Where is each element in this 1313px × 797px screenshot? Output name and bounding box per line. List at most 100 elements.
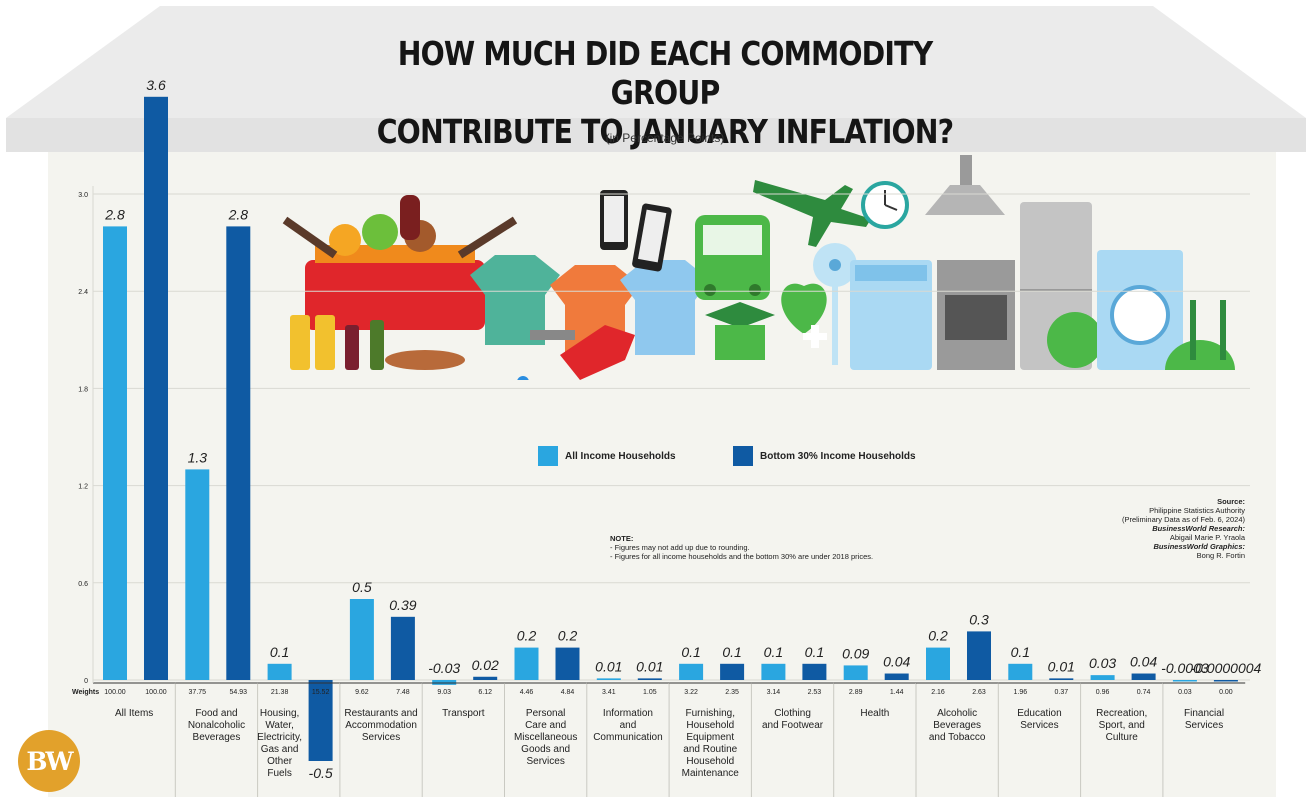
category-label: Care and — [525, 720, 566, 731]
weight-label-bottom: 1.44 — [890, 689, 904, 696]
value-label-bottom: 0.1 — [805, 644, 824, 660]
phone-icon — [600, 190, 672, 272]
stove-icon — [937, 260, 1015, 370]
bar-all — [349, 599, 374, 680]
category-label: Communication — [593, 732, 662, 743]
category-label: Household — [686, 756, 734, 767]
y-tick-label: 3.0 — [78, 192, 88, 199]
note-heading: NOTE: — [610, 534, 634, 543]
weight-label-bottom: 0.37 — [1054, 689, 1068, 696]
weight-label-all: 100.00 — [104, 689, 126, 696]
graduation-icon — [705, 302, 775, 360]
value-label-all: 0.1 — [681, 644, 700, 660]
y-tick-label: 0.6 — [78, 581, 88, 588]
roof-eave — [6, 118, 1306, 152]
bar-bottom — [390, 616, 415, 680]
legend-label-all: All Income Households — [565, 450, 676, 462]
chart-title: HOW MUCH DID EACH COMMODITY GROUP CONTRI… — [351, 34, 979, 151]
value-label-all: 0.1 — [764, 644, 783, 660]
weight-label-bottom: 4.84 — [561, 689, 575, 696]
weight-label-bottom: 100.00 — [145, 689, 167, 696]
category-label: Education — [1017, 708, 1061, 719]
category-label: Other — [267, 756, 293, 767]
weight-label-bottom: 15.52 — [312, 689, 330, 696]
category-label: Household — [686, 720, 734, 731]
graphics-heading: BusinessWorld Graphics: — [1153, 542, 1245, 551]
value-label-bottom: 0.3 — [969, 611, 989, 627]
bar-all — [1008, 663, 1033, 680]
category-label: Gas and — [261, 744, 299, 755]
weight-label-all: 2.16 — [931, 689, 945, 696]
category-label: and — [620, 720, 637, 731]
category-label: Services — [526, 756, 564, 767]
weight-label-bottom: 6.12 — [478, 689, 492, 696]
category-label: Furnishing, — [686, 708, 735, 719]
category-label: All Items — [115, 708, 153, 719]
legend-label-bottom: Bottom 30% Income Households — [760, 450, 916, 462]
range-hood-icon — [925, 155, 1005, 215]
value-label-all: 0.03 — [1089, 655, 1116, 671]
bar-bottom — [226, 226, 251, 680]
legend-swatch-bottom — [733, 446, 753, 466]
clothing-icon — [470, 255, 710, 360]
category-label: Housing, — [260, 708, 299, 719]
category-label: Information — [603, 708, 653, 719]
globe-icon — [1047, 312, 1103, 368]
category-label: Sport, and — [1099, 720, 1145, 731]
value-label-all: 0.2 — [517, 628, 537, 644]
category-label: Electricity, — [257, 732, 302, 743]
note-block: NOTE: - Figures may not add up due to ro… — [610, 534, 930, 561]
value-label-all: 0.2 — [928, 628, 948, 644]
legend-swatch-all — [538, 446, 558, 466]
title-line-2: CONTRIBUTE TO JANUARY INFLATION? — [376, 112, 954, 151]
category-label: Personal — [526, 708, 565, 719]
bar-bottom — [1049, 678, 1074, 680]
bar-bottom — [637, 678, 662, 680]
legend-bottom: Bottom 30% Income Households — [733, 446, 916, 466]
weight-label-all: 3.22 — [684, 689, 698, 696]
category-label: Transport — [442, 708, 485, 719]
fan-icon — [813, 243, 857, 365]
bar-all — [843, 665, 868, 680]
category-label: Maintenance — [682, 768, 740, 779]
bar-bottom — [967, 631, 991, 680]
value-label-all: 0.09 — [842, 645, 869, 661]
weight-label-bottom: 2.63 — [972, 689, 986, 696]
health-heart-icon — [781, 283, 827, 348]
bar-bottom — [1213, 680, 1238, 682]
value-label-bottom: 0.01 — [1048, 658, 1075, 674]
bar-all — [103, 226, 127, 680]
category-label: Services — [1020, 720, 1058, 731]
category-label: and Tobacco — [929, 732, 986, 743]
value-label-bottom: 0.01 — [636, 658, 663, 674]
house-roof — [6, 6, 1306, 150]
category-label: and Routine — [683, 744, 737, 755]
title-line-1: HOW MUCH DID EACH COMMODITY GROUP — [397, 34, 933, 112]
category-label: Water, — [265, 720, 294, 731]
weight-label-all: 9.62 — [355, 689, 369, 696]
dining-icon — [1165, 300, 1235, 370]
basket-icon — [282, 195, 518, 370]
value-label-bottom: 0.39 — [389, 597, 416, 613]
weight-label-all: 2.89 — [849, 689, 863, 696]
source-heading: Source: — [1217, 497, 1245, 506]
category-label: Recreation, — [1096, 708, 1147, 719]
weight-label-bottom: 0.00 — [1219, 689, 1233, 696]
bar-all — [596, 678, 621, 680]
weight-label-bottom: 0.74 — [1137, 689, 1151, 696]
washing-machine-icon — [1097, 250, 1183, 370]
weight-label-bottom: 2.53 — [808, 689, 822, 696]
category-label: Beverages — [933, 720, 981, 731]
research-heading: BusinessWorld Research: — [1152, 524, 1245, 533]
bar-bottom — [555, 647, 580, 680]
category-label: Fuels — [267, 768, 291, 779]
value-label-all: 0.1 — [1011, 644, 1030, 660]
bar-bottom — [144, 96, 168, 681]
source-line-1: Philippine Statistics Authority — [1149, 506, 1245, 515]
category-label: Nonalcoholic — [188, 720, 245, 731]
dishwasher-icon — [850, 260, 932, 370]
value-label-bottom: 0.04 — [1130, 654, 1157, 670]
value-label-bottom: -0.5 — [309, 765, 333, 781]
